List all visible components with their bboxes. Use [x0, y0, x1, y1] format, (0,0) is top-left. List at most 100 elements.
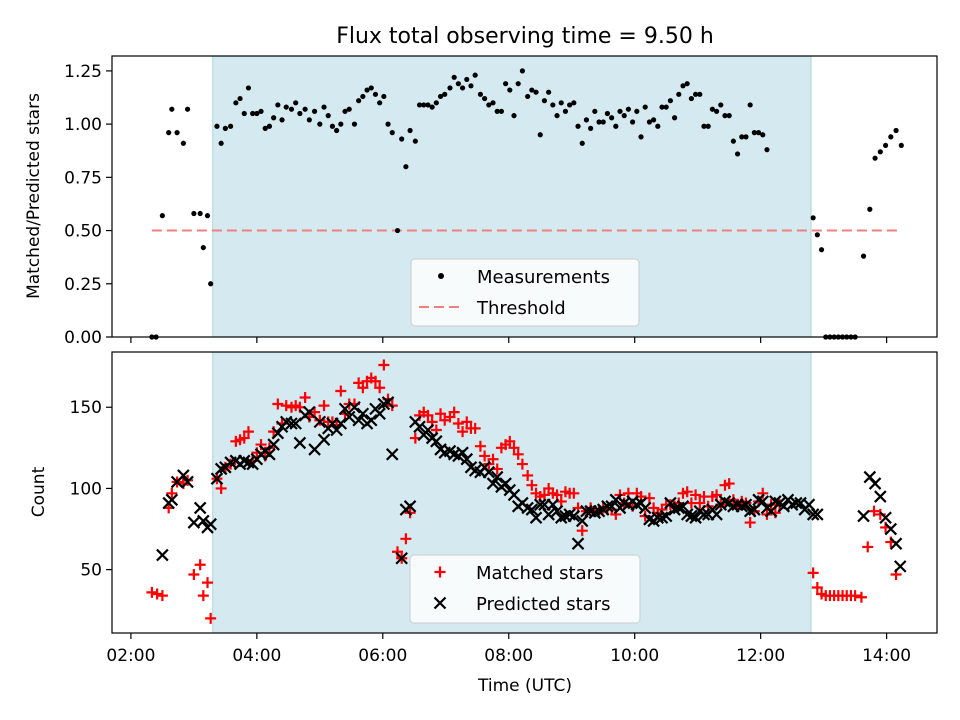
top-ytick-label: 0.00 [64, 328, 102, 348]
predicted-star-point [385, 448, 399, 461]
measurement-point [334, 127, 340, 134]
predicted-star-point [181, 475, 194, 489]
measurement-point [718, 102, 724, 108]
top-ytick-label: 1.00 [64, 115, 102, 135]
measurement-point [169, 106, 175, 112]
measurement-point [241, 110, 247, 117]
count-panel: 50 100 150 02:00 04:00 06:00 08:00 10:00 12:00 1… [29, 351, 938, 696]
predicted-star-point [460, 452, 474, 466]
measurement-point [818, 247, 825, 253]
measurement-point [676, 91, 682, 97]
measurement-point [360, 93, 366, 100]
xtick-label: 10:00 [610, 646, 659, 666]
measurement-point [684, 81, 690, 87]
matched-star-point [378, 359, 390, 371]
predicted-star-point [187, 516, 201, 529]
measurement-point [228, 123, 234, 129]
measurement-point [634, 108, 640, 114]
measurement-point [306, 117, 312, 123]
measurement-point [638, 134, 644, 140]
measurement-point [166, 130, 172, 136]
measurement-point [550, 102, 556, 108]
matched-star-point [522, 469, 534, 481]
measurement-point [184, 106, 191, 112]
measurement-point [498, 108, 505, 114]
chart-title: Flux total observing time = 9.50 h [336, 24, 714, 49]
measurement-point [394, 227, 401, 234]
measurement-point [200, 244, 206, 251]
measurement-point [579, 140, 585, 146]
predicted-star-point [571, 537, 585, 550]
measurement-point [575, 123, 581, 129]
measurement-point [180, 140, 186, 146]
predicted-star-point [550, 504, 564, 518]
count-legend: Matched stars Predicted stars [409, 554, 641, 624]
measurement-points [149, 68, 904, 340]
measurement-point [604, 110, 611, 117]
measurement-point [739, 134, 745, 140]
predicted-star-point [193, 501, 207, 515]
measurement-point [882, 142, 889, 149]
ratio-y-axis-label: Matched/Predicted stars [24, 93, 44, 299]
predicted-star-point [285, 417, 298, 430]
matched-star-point [504, 435, 516, 447]
measurement-point [596, 119, 602, 125]
matched-star-point [526, 479, 538, 491]
measurement-point [734, 151, 741, 157]
predicted-star-point [868, 477, 882, 490]
measurement-point [262, 125, 268, 131]
predicted-star-point [313, 415, 327, 429]
matched-star-point [400, 533, 412, 545]
measurement-point [233, 100, 239, 106]
bot-ytick-label: 100 [70, 479, 102, 499]
matched-star-point [576, 525, 588, 537]
predicted-star-point [430, 435, 443, 448]
measurement-point [208, 281, 214, 287]
measurement-point [372, 91, 379, 97]
predicted-star-point [356, 407, 370, 421]
predicted-star-point [482, 465, 496, 479]
measurement-point [297, 110, 303, 117]
measurement-point [546, 89, 552, 95]
xtick-label: 02:00 [106, 646, 155, 666]
measurement-point [898, 142, 904, 149]
measurement-point [254, 110, 260, 117]
measurement-point [709, 106, 715, 112]
ratio-y-ticks: 0.00 0.25 0.50 0.75 1.00 1.25 [64, 62, 112, 348]
predicted-star-point [689, 511, 702, 524]
predicted-star-point [710, 508, 723, 521]
matched-star-point [681, 486, 693, 498]
matched-star-point [516, 458, 528, 470]
measurement-point [214, 123, 220, 129]
measurement-point [429, 104, 435, 110]
legend-plus-glyph [434, 566, 446, 578]
matched-star-point [242, 426, 254, 438]
predicted-star-point [659, 509, 673, 523]
matched-star-point [215, 482, 227, 494]
measurement-point [477, 91, 484, 97]
measurement-point [437, 93, 444, 100]
measurement-point [592, 108, 598, 114]
predicted-star-point [601, 500, 614, 513]
measurement-point [381, 93, 387, 100]
measurement-point [743, 134, 749, 140]
measurement-point [329, 123, 336, 129]
predicted-star-point [263, 448, 276, 461]
measurement-point [893, 127, 899, 134]
measurement-point [342, 108, 348, 114]
predicted-star-point [790, 496, 803, 510]
measurement-point [747, 102, 753, 108]
measurement-point [646, 119, 653, 125]
matched-star-point [538, 489, 550, 501]
legend-x-glyph [433, 596, 447, 610]
measurement-point [389, 130, 395, 136]
ratio-axes-frame [111, 55, 938, 338]
measurement-point [455, 81, 461, 87]
measurement-point [760, 132, 766, 138]
plus-marker-icon [434, 566, 446, 578]
measurement-point [888, 134, 894, 140]
matched-star-point [299, 391, 311, 403]
matched-star-point [711, 489, 723, 501]
predicted-star-point [308, 443, 321, 456]
measurement-point [558, 100, 564, 106]
